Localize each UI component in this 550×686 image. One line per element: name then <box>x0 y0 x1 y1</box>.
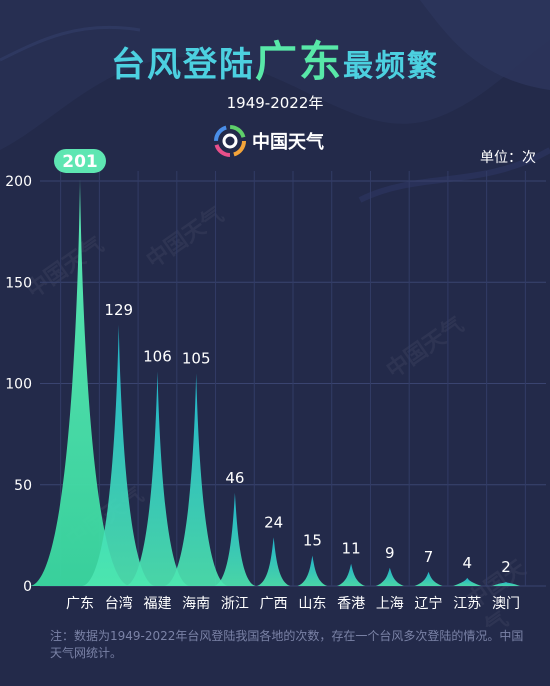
x-tick-label: 辽宁 <box>415 595 443 612</box>
x-tick-label: 香港 <box>337 596 365 612</box>
title-part1: 台风登陆 <box>110 45 255 85</box>
data-label: 7 <box>424 548 434 566</box>
data-label: 24 <box>264 513 283 531</box>
x-tick-label: 广东 <box>66 596 94 612</box>
spike-台湾 <box>82 324 156 586</box>
chart-subtitle: 1949-2022年 <box>226 94 324 112</box>
spike-辽宁 <box>414 571 443 586</box>
data-label: 105 <box>182 349 211 367</box>
data-label: 106 <box>143 347 172 365</box>
data-label: 46 <box>225 469 244 487</box>
x-tick-label: 广西 <box>260 596 288 612</box>
x-tick-label: 山东 <box>298 596 326 612</box>
y-tick-label: 0 <box>23 579 32 595</box>
title-part2: 最频繁 <box>343 49 439 84</box>
data-label: 11 <box>342 540 361 558</box>
x-tick-label: 澳门 <box>492 596 520 612</box>
y-tick-label: 50 <box>14 478 32 494</box>
spike-福建 <box>125 371 190 586</box>
brand-logo: 中国天气 <box>214 124 324 158</box>
x-tick-label: 福建 <box>143 596 171 612</box>
y-tick-label: 150 <box>5 275 32 291</box>
spike-江苏 <box>453 577 482 586</box>
data-label: 2 <box>501 558 511 576</box>
logo-text: 中国天气 <box>252 132 324 153</box>
data-label: 201 <box>62 152 98 172</box>
footnote: 注：数据为1949-2022年台风登陆我国各地的次数，存在一个台风多次登陆的情况… <box>50 629 524 660</box>
title-highlight: 广东 <box>254 37 343 86</box>
highlight-badge <box>54 148 106 173</box>
x-tick-label: 江苏 <box>453 596 481 612</box>
china-weather-logo-icon <box>214 125 246 157</box>
x-tick-label: 上海 <box>376 596 404 612</box>
x-tick-label: 台湾 <box>105 595 133 612</box>
spike-广东 <box>30 178 130 586</box>
spike-广西 <box>257 537 291 586</box>
spike-香港 <box>337 563 366 586</box>
spike-上海 <box>375 567 404 586</box>
unit-label: 单位：次 <box>480 150 536 166</box>
data-label: 4 <box>462 554 472 572</box>
spike-浙江 <box>214 492 256 586</box>
y-tick-label: 200 <box>5 174 32 190</box>
data-label: 129 <box>104 301 133 319</box>
data-label: 15 <box>303 532 322 550</box>
x-tick-label: 海南 <box>182 596 210 612</box>
y-tick-label: 100 <box>5 377 32 393</box>
x-tick-label: 浙江 <box>221 596 249 612</box>
spike-澳门 <box>492 581 520 586</box>
data-label: 9 <box>385 544 395 562</box>
chart-title: 台风登陆广东最频繁 <box>0 28 550 89</box>
spike-山东 <box>297 555 328 586</box>
spike-海南 <box>164 373 229 586</box>
